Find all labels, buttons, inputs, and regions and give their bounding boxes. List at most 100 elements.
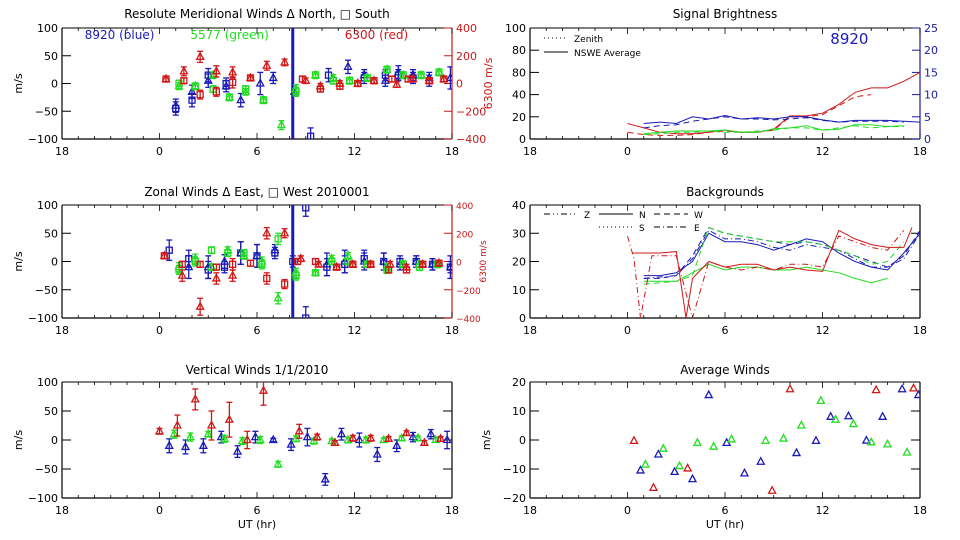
data-point [902,447,912,456]
triangle-marker [401,427,412,437]
data-point [195,50,205,64]
series-line-8920-e [643,229,920,279]
x-tick-label: 0 [156,145,163,158]
triangle-marker [228,67,238,76]
data-point [345,76,354,85]
data-point [413,432,423,442]
series-line-6300-n [632,227,913,318]
triangle-marker [190,394,200,403]
plot-area [627,71,920,136]
triangle-marker [366,432,376,442]
chart-title: Zonal Winds Δ East, □ West 2010001 [144,185,369,199]
data-point [442,430,452,450]
data-point [164,438,174,454]
data-point [211,272,221,285]
square-marker [289,257,297,266]
y-tick-label: 100 [37,376,58,389]
y-tick-label: 20 [512,376,526,389]
data-point [332,263,341,271]
x-tick-label: 0 [156,324,163,337]
annotation-label: 8920 [830,30,868,48]
x-tick-label: 6 [254,504,261,517]
square-marker [417,71,425,79]
square-marker [367,260,375,268]
data-point [212,86,221,97]
triangle-marker [164,440,174,449]
square-marker [207,246,216,254]
triangle-marker [778,433,789,442]
square-marker [196,90,204,99]
triangle-marker [704,389,714,399]
data-point [224,401,234,438]
data-point [311,71,320,80]
triangle-marker [224,414,234,423]
x-tick-label: 18 [445,504,459,517]
data-point [648,482,659,492]
square-marker [388,75,396,83]
data-point [225,93,234,102]
x-tick-label: 12 [348,324,362,337]
square-marker [180,77,188,85]
triangle-marker [228,270,238,279]
y2-tick-label: 0 [456,78,463,91]
data-point [177,269,187,282]
triangle-marker [629,435,639,445]
data-point [179,65,189,77]
square-marker [162,75,170,83]
square-marker [311,71,320,79]
data-point [756,456,766,465]
triangle-marker [878,411,888,420]
triangle-marker [756,456,766,465]
triangle-marker [902,447,912,456]
data-point [241,85,250,94]
data-point [212,263,221,271]
data-point [198,438,208,454]
data-point [392,79,402,89]
data-point [330,437,340,447]
data-point [791,447,802,457]
data-point [255,71,265,96]
triangle-marker [379,434,389,444]
y2-axis-label: 6300 m/s [479,240,489,283]
data-point [861,435,871,444]
data-point [273,291,283,305]
triangle-marker [280,57,290,66]
square-marker [292,88,300,96]
triangle-marker [866,436,876,446]
triangle-marker [653,449,663,458]
square-marker [311,257,320,266]
square-marker [196,260,204,268]
y-tick-label: 30 [512,227,526,240]
data-point [228,66,238,79]
y-axis-label: m/s [12,251,25,271]
triangle-marker [413,432,423,442]
x-tick-label: 0 [624,504,631,517]
data-point [425,77,433,85]
data-point [246,74,255,82]
x-tick-label: 12 [816,504,830,517]
triangle-marker [640,459,650,468]
square-marker [259,96,268,104]
triangle-marker [670,466,680,476]
data-point [709,441,719,450]
triangle-marker [255,78,265,87]
series-line-8920-nswe [643,114,920,125]
square-marker [228,260,237,268]
data-point [258,382,269,406]
data-point [240,248,248,258]
square-marker [419,260,427,268]
triangle-marker [294,425,304,435]
square-marker [160,252,169,260]
triangle-marker [692,437,702,447]
y-tick-label: 0 [51,78,58,91]
triangle-marker [211,273,221,282]
data-point [417,71,425,80]
y-tick-label: −50 [35,105,58,118]
triangle-marker [179,65,189,75]
triangle-marker [635,465,646,474]
y-axis-label: m/s [12,430,25,450]
data-point [336,427,347,441]
data-point [349,260,357,268]
triangle-marker [648,482,659,492]
triangle-marker [314,258,324,268]
